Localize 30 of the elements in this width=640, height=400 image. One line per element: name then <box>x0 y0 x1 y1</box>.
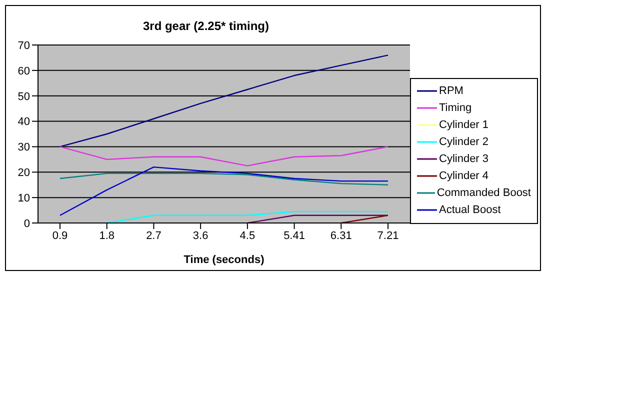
legend-label: Cylinder 2 <box>439 134 489 150</box>
legend-label: RPM <box>439 84 464 98</box>
x-tick-label: 3.6 <box>192 230 208 242</box>
y-tick-label: 0 <box>24 218 30 230</box>
x-tick-label: 7.21 <box>377 230 399 242</box>
legend-label: Timing <box>439 100 472 116</box>
y-tick-label: 30 <box>18 142 30 154</box>
legend-label: Actual Boost <box>439 202 501 218</box>
line-series <box>59 146 389 166</box>
legend-label: Cylinder 1 <box>439 118 489 132</box>
legend-label: Cylinder 3 <box>439 152 489 166</box>
y-tick-label: 40 <box>18 116 30 128</box>
chart-title: 3rd gear (2.25* timing) <box>142 19 270 33</box>
legend-label: Cylinder 4 <box>439 168 489 184</box>
y-tick-label: 20 <box>18 167 30 180</box>
y-tick-label: 60 <box>18 65 30 78</box>
x-tick-label: 5.41 <box>284 230 305 242</box>
x-tick-label: 1.8 <box>99 230 115 242</box>
x-tick-label: 0.9 <box>52 230 68 242</box>
line-series <box>59 166 389 216</box>
y-tick-label: 50 <box>18 90 30 103</box>
line-series <box>59 54 389 148</box>
x-axis-title: Time (seconds) <box>184 254 265 266</box>
y-tick-label: 10 <box>18 192 30 204</box>
legend-label: Commanded Boost <box>436 186 531 200</box>
x-tick-label: 6.31 <box>330 230 352 242</box>
line-series <box>59 172 389 186</box>
x-tick-label: 2.7 <box>146 230 162 242</box>
x-tick-label: 4.5 <box>240 230 256 242</box>
y-tick-label: 70 <box>18 40 30 52</box>
